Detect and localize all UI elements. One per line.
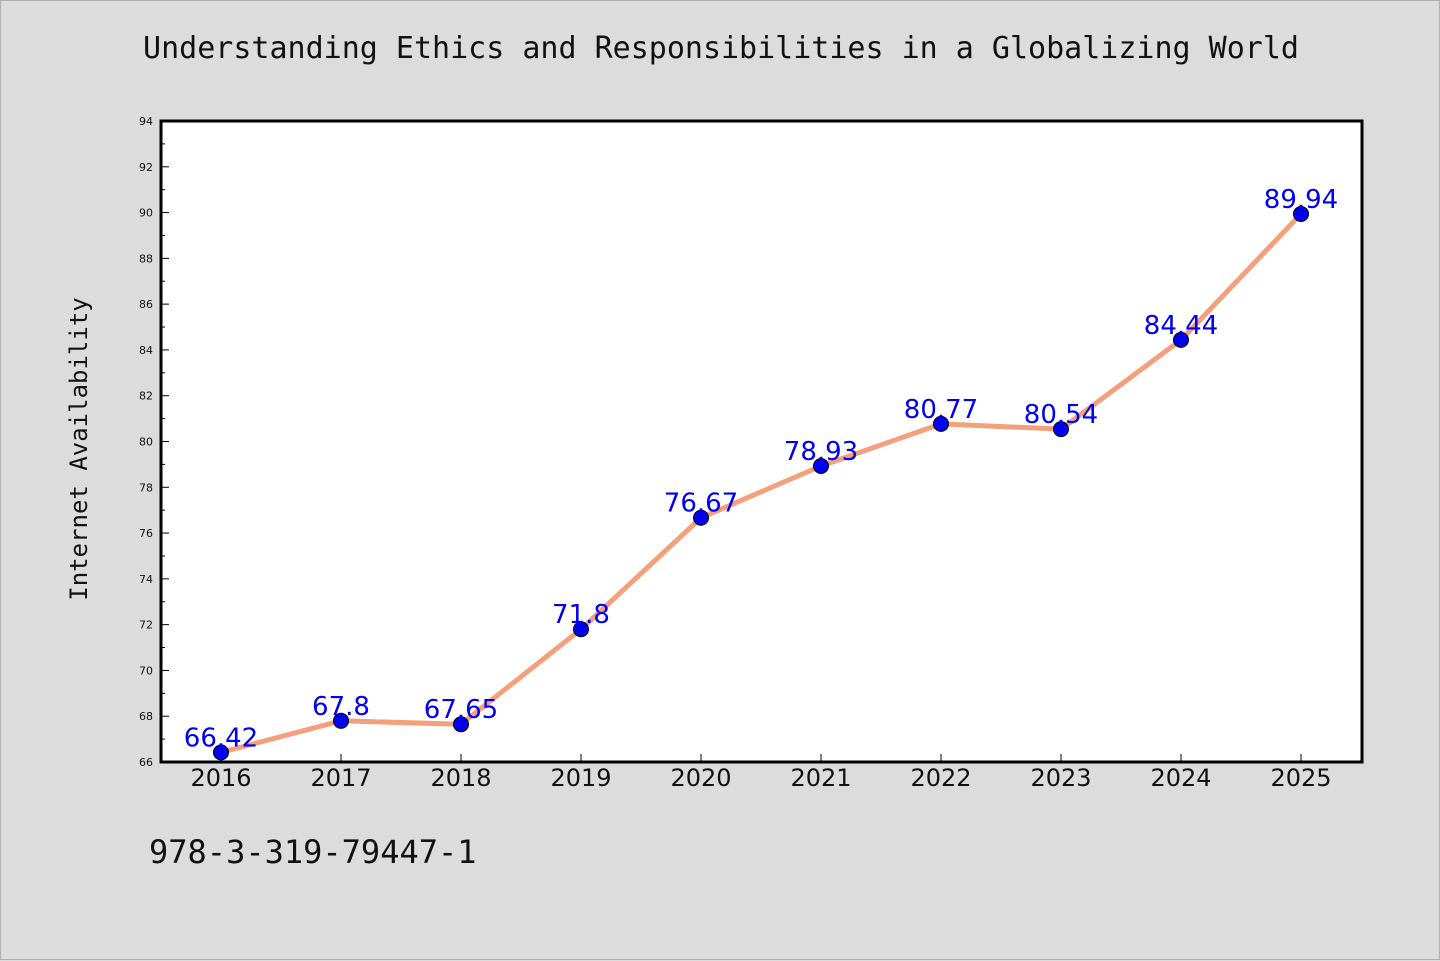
x-tick-label: 2019 bbox=[550, 764, 611, 792]
data-point bbox=[1053, 421, 1069, 438]
data-point bbox=[213, 744, 229, 761]
x-tick-label: 2017 bbox=[310, 764, 371, 792]
data-labels: 66.42 67.8 67.65 71.8 76.67 78.93 80.77 80.54 84… bbox=[184, 185, 1338, 753]
data-label: 67.65 bbox=[424, 695, 498, 725]
data-point bbox=[333, 712, 349, 729]
y-tick-label: 80 bbox=[139, 436, 153, 449]
data-point bbox=[573, 621, 589, 638]
y-tick-label: 74 bbox=[139, 573, 153, 586]
x-tick-label: 2023 bbox=[1030, 764, 1091, 792]
y-tick-label: 90 bbox=[139, 207, 153, 220]
data-label: 84.44 bbox=[1144, 311, 1218, 341]
x-tick-label: 2016 bbox=[190, 764, 251, 792]
y-tick-label: 92 bbox=[139, 161, 153, 174]
x-axis: 2016 2017 2018 2019 2020 2021 2022 2023 2024 2025 bbox=[190, 754, 1332, 792]
y-tick-label: 94 bbox=[139, 115, 153, 128]
y-tick-label: 88 bbox=[139, 252, 153, 265]
y-tick-label: 68 bbox=[139, 710, 153, 723]
y-tick-label: 86 bbox=[139, 298, 153, 311]
data-label: 76.67 bbox=[664, 489, 738, 519]
series-line bbox=[218, 211, 1304, 755]
y-axis: 66 68 70 72 74 76 78 80 82 84 86 88 90 92 94 bbox=[139, 115, 169, 769]
chart-title: Understanding Ethics and Responsibilitie… bbox=[143, 31, 1299, 66]
x-tick-label: 2024 bbox=[1150, 764, 1211, 792]
x-tick-label: 2020 bbox=[670, 764, 731, 792]
data-point bbox=[1173, 331, 1189, 348]
data-point bbox=[933, 415, 949, 432]
data-point bbox=[813, 457, 829, 474]
y-tick-label: 84 bbox=[139, 344, 153, 357]
y-tick-label: 66 bbox=[139, 756, 153, 769]
data-label: 67.8 bbox=[312, 692, 370, 722]
x-tick-label: 2025 bbox=[1270, 764, 1331, 792]
y-tick-label: 72 bbox=[139, 619, 153, 632]
data-label: 78.93 bbox=[784, 437, 858, 467]
data-point bbox=[1293, 205, 1309, 222]
data-label: 89.94 bbox=[1264, 185, 1338, 215]
isbn-code: 978-3-319-79447-1 bbox=[149, 833, 477, 871]
y-tick-label: 82 bbox=[139, 390, 153, 403]
x-tick-label: 2021 bbox=[790, 764, 851, 792]
data-label: 71.8 bbox=[552, 600, 610, 630]
data-label: 66.42 bbox=[184, 723, 258, 753]
x-tick-label: 2022 bbox=[910, 764, 971, 792]
y-axis-label: Internet Availability bbox=[65, 297, 93, 600]
data-point bbox=[693, 509, 709, 526]
x-tick-label: 2018 bbox=[430, 764, 491, 792]
data-label: 80.54 bbox=[1024, 400, 1098, 430]
y-tick-label: 70 bbox=[139, 664, 153, 677]
series-line-group bbox=[213, 205, 1309, 761]
y-tick-label: 78 bbox=[139, 481, 153, 494]
plot-area bbox=[159, 119, 1364, 764]
y-tick-label: 76 bbox=[139, 527, 153, 540]
data-point bbox=[453, 716, 469, 733]
data-label: 80.77 bbox=[904, 395, 978, 425]
